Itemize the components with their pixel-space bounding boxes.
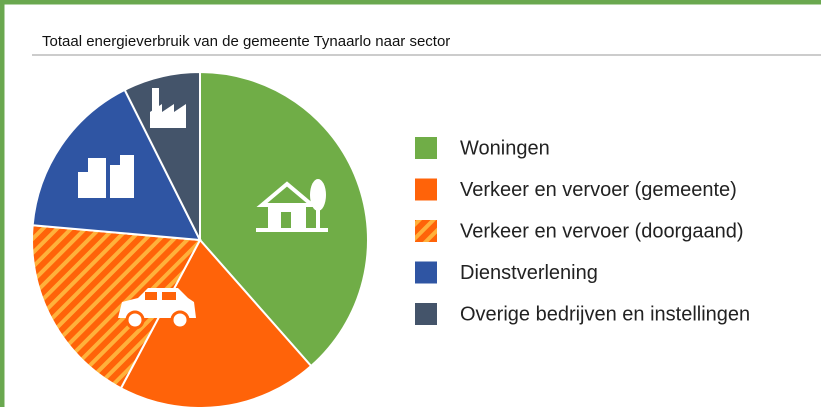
legend-swatch — [415, 303, 437, 325]
legend-swatch — [415, 261, 437, 284]
legend-label: Dienstverlening — [460, 262, 598, 284]
buildings-icon — [78, 155, 134, 198]
pie-slice — [31, 88, 202, 242]
pie-slice — [31, 224, 202, 390]
chart-title: Totaal energieverbruik van de gemeente T… — [42, 33, 450, 50]
factory-icon — [150, 88, 186, 128]
legend-swatch — [415, 220, 437, 242]
legend-label: Woningen — [460, 137, 550, 159]
legend-label: Overige bedrijven en instellingen — [460, 303, 750, 325]
house-icon — [256, 179, 328, 232]
legend-swatch — [415, 137, 437, 159]
car-icon — [118, 288, 196, 330]
icons — [78, 88, 328, 330]
legend-swatch — [415, 178, 437, 201]
legend-label: Verkeer en vervoer (doorgaand) — [460, 220, 744, 242]
legend-label: Verkeer en vervoer (gemeente) — [460, 179, 737, 201]
